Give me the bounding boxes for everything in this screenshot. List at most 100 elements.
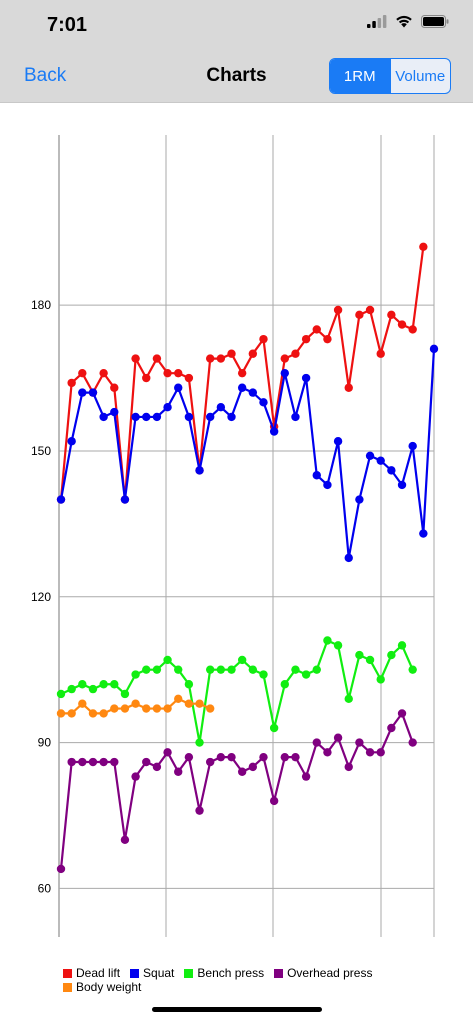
- data-point-dead-lift: [99, 368, 108, 378]
- data-point-overhead-press: [397, 709, 407, 718]
- data-point-bench-press: [344, 694, 353, 704]
- data-point-squat: [174, 383, 183, 392]
- data-point-body-weight: [131, 699, 140, 708]
- data-point-overhead-press: [152, 762, 162, 772]
- data-point-dead-lift: [227, 349, 236, 358]
- data-point-overhead-press: [269, 796, 279, 806]
- data-point-body-weight: [152, 704, 162, 713]
- segment-volume[interactable]: Volume: [389, 59, 451, 93]
- data-point-overhead-press: [216, 752, 226, 762]
- data-point-bench-press: [206, 665, 215, 674]
- data-point-overhead-press: [408, 738, 417, 747]
- data-point-dead-lift: [291, 349, 300, 358]
- data-point-squat: [397, 480, 407, 490]
- segment-1rm[interactable]: 1RM: [330, 59, 390, 93]
- data-point-squat: [216, 402, 226, 412]
- data-point-bench-press: [301, 670, 311, 679]
- series-line-overhead-press: [59, 712, 414, 870]
- data-point-squat: [227, 412, 236, 422]
- data-point-squat: [365, 451, 375, 460]
- data-point-bench-press: [248, 665, 258, 674]
- data-point-bench-press: [227, 665, 236, 674]
- data-point-overhead-press: [333, 733, 343, 742]
- data-point-squat: [280, 368, 289, 378]
- data-point-dead-lift: [67, 378, 76, 388]
- data-point-squat: [248, 388, 258, 397]
- data-point-bench-press: [259, 670, 268, 679]
- data-point-bench-press: [216, 665, 226, 674]
- data-point-body-weight: [56, 709, 66, 718]
- data-point-body-weight: [174, 694, 183, 704]
- y-tick-label: 120: [31, 590, 51, 604]
- data-point-squat: [184, 412, 194, 422]
- data-point-squat: [206, 412, 215, 422]
- data-point-overhead-press: [323, 748, 332, 757]
- data-point-body-weight: [142, 704, 151, 713]
- status-icons: [367, 15, 449, 33]
- data-point-overhead-press: [174, 767, 183, 776]
- data-point-bench-press: [163, 655, 172, 665]
- data-point-bench-press: [333, 641, 343, 650]
- data-point-body-weight: [88, 709, 98, 718]
- status-time: 7:01: [47, 14, 88, 36]
- data-point-bench-press: [184, 680, 194, 689]
- data-point-dead-lift: [365, 305, 375, 315]
- data-point-squat: [301, 373, 311, 383]
- y-tick-label: 180: [31, 298, 51, 312]
- data-point-squat: [131, 412, 140, 422]
- data-point-bench-press: [280, 680, 289, 689]
- data-point-squat: [142, 412, 151, 422]
- data-point-overhead-press: [280, 752, 289, 762]
- y-tick-label: 60: [38, 881, 52, 895]
- data-point-body-weight: [78, 699, 87, 708]
- data-point-dead-lift: [355, 310, 364, 320]
- data-point-overhead-press: [376, 748, 385, 757]
- data-point-bench-press: [365, 655, 375, 665]
- data-point-dead-lift: [323, 334, 332, 344]
- data-point-squat: [355, 495, 364, 504]
- data-point-overhead-press: [163, 748, 172, 757]
- data-point-overhead-press: [131, 772, 140, 781]
- data-point-squat: [387, 466, 396, 475]
- data-point-bench-press: [131, 670, 140, 679]
- data-point-dead-lift: [312, 325, 321, 334]
- legend-item-squat: Squat: [130, 966, 174, 980]
- battery-icon: [421, 15, 449, 33]
- data-point-dead-lift: [408, 325, 417, 334]
- home-indicator: [152, 1007, 322, 1012]
- legend-item-overhead-press: Overhead press: [274, 966, 372, 980]
- data-point-overhead-press: [99, 757, 108, 767]
- data-point-bench-press: [408, 665, 417, 674]
- data-point-squat: [333, 437, 343, 446]
- data-point-overhead-press: [291, 752, 300, 762]
- data-point-overhead-press: [227, 752, 236, 762]
- data-point-dead-lift: [280, 354, 289, 363]
- data-point-dead-lift: [333, 305, 343, 315]
- data-point-dead-lift: [163, 368, 172, 378]
- data-point-bench-press: [99, 680, 108, 689]
- navigation-bar: Back Charts 1RM Volume: [0, 50, 473, 103]
- data-point-overhead-press: [67, 757, 76, 767]
- data-point-bench-press: [88, 684, 98, 694]
- data-point-dead-lift: [131, 354, 140, 363]
- data-point-bench-press: [237, 655, 247, 665]
- data-point-bench-press: [67, 684, 76, 694]
- data-point-body-weight: [110, 704, 119, 713]
- data-point-bench-press: [110, 680, 119, 689]
- data-point-bench-press: [78, 680, 87, 689]
- data-point-overhead-press: [142, 757, 151, 767]
- data-point-squat: [120, 495, 130, 504]
- data-point-overhead-press: [56, 864, 66, 874]
- wifi-icon: [395, 15, 413, 33]
- data-point-overhead-press: [365, 748, 375, 757]
- series-line-squat: [59, 348, 436, 559]
- data-point-bench-press: [387, 650, 396, 660]
- status-bar: 7:01: [0, 0, 473, 50]
- back-button[interactable]: Back: [24, 65, 67, 86]
- data-point-squat: [195, 466, 204, 475]
- data-point-squat: [110, 407, 119, 417]
- data-point-dead-lift: [174, 368, 183, 378]
- data-point-overhead-press: [110, 757, 119, 767]
- legend-item-dead-lift: Dead lift: [63, 966, 120, 980]
- data-point-dead-lift: [78, 368, 87, 378]
